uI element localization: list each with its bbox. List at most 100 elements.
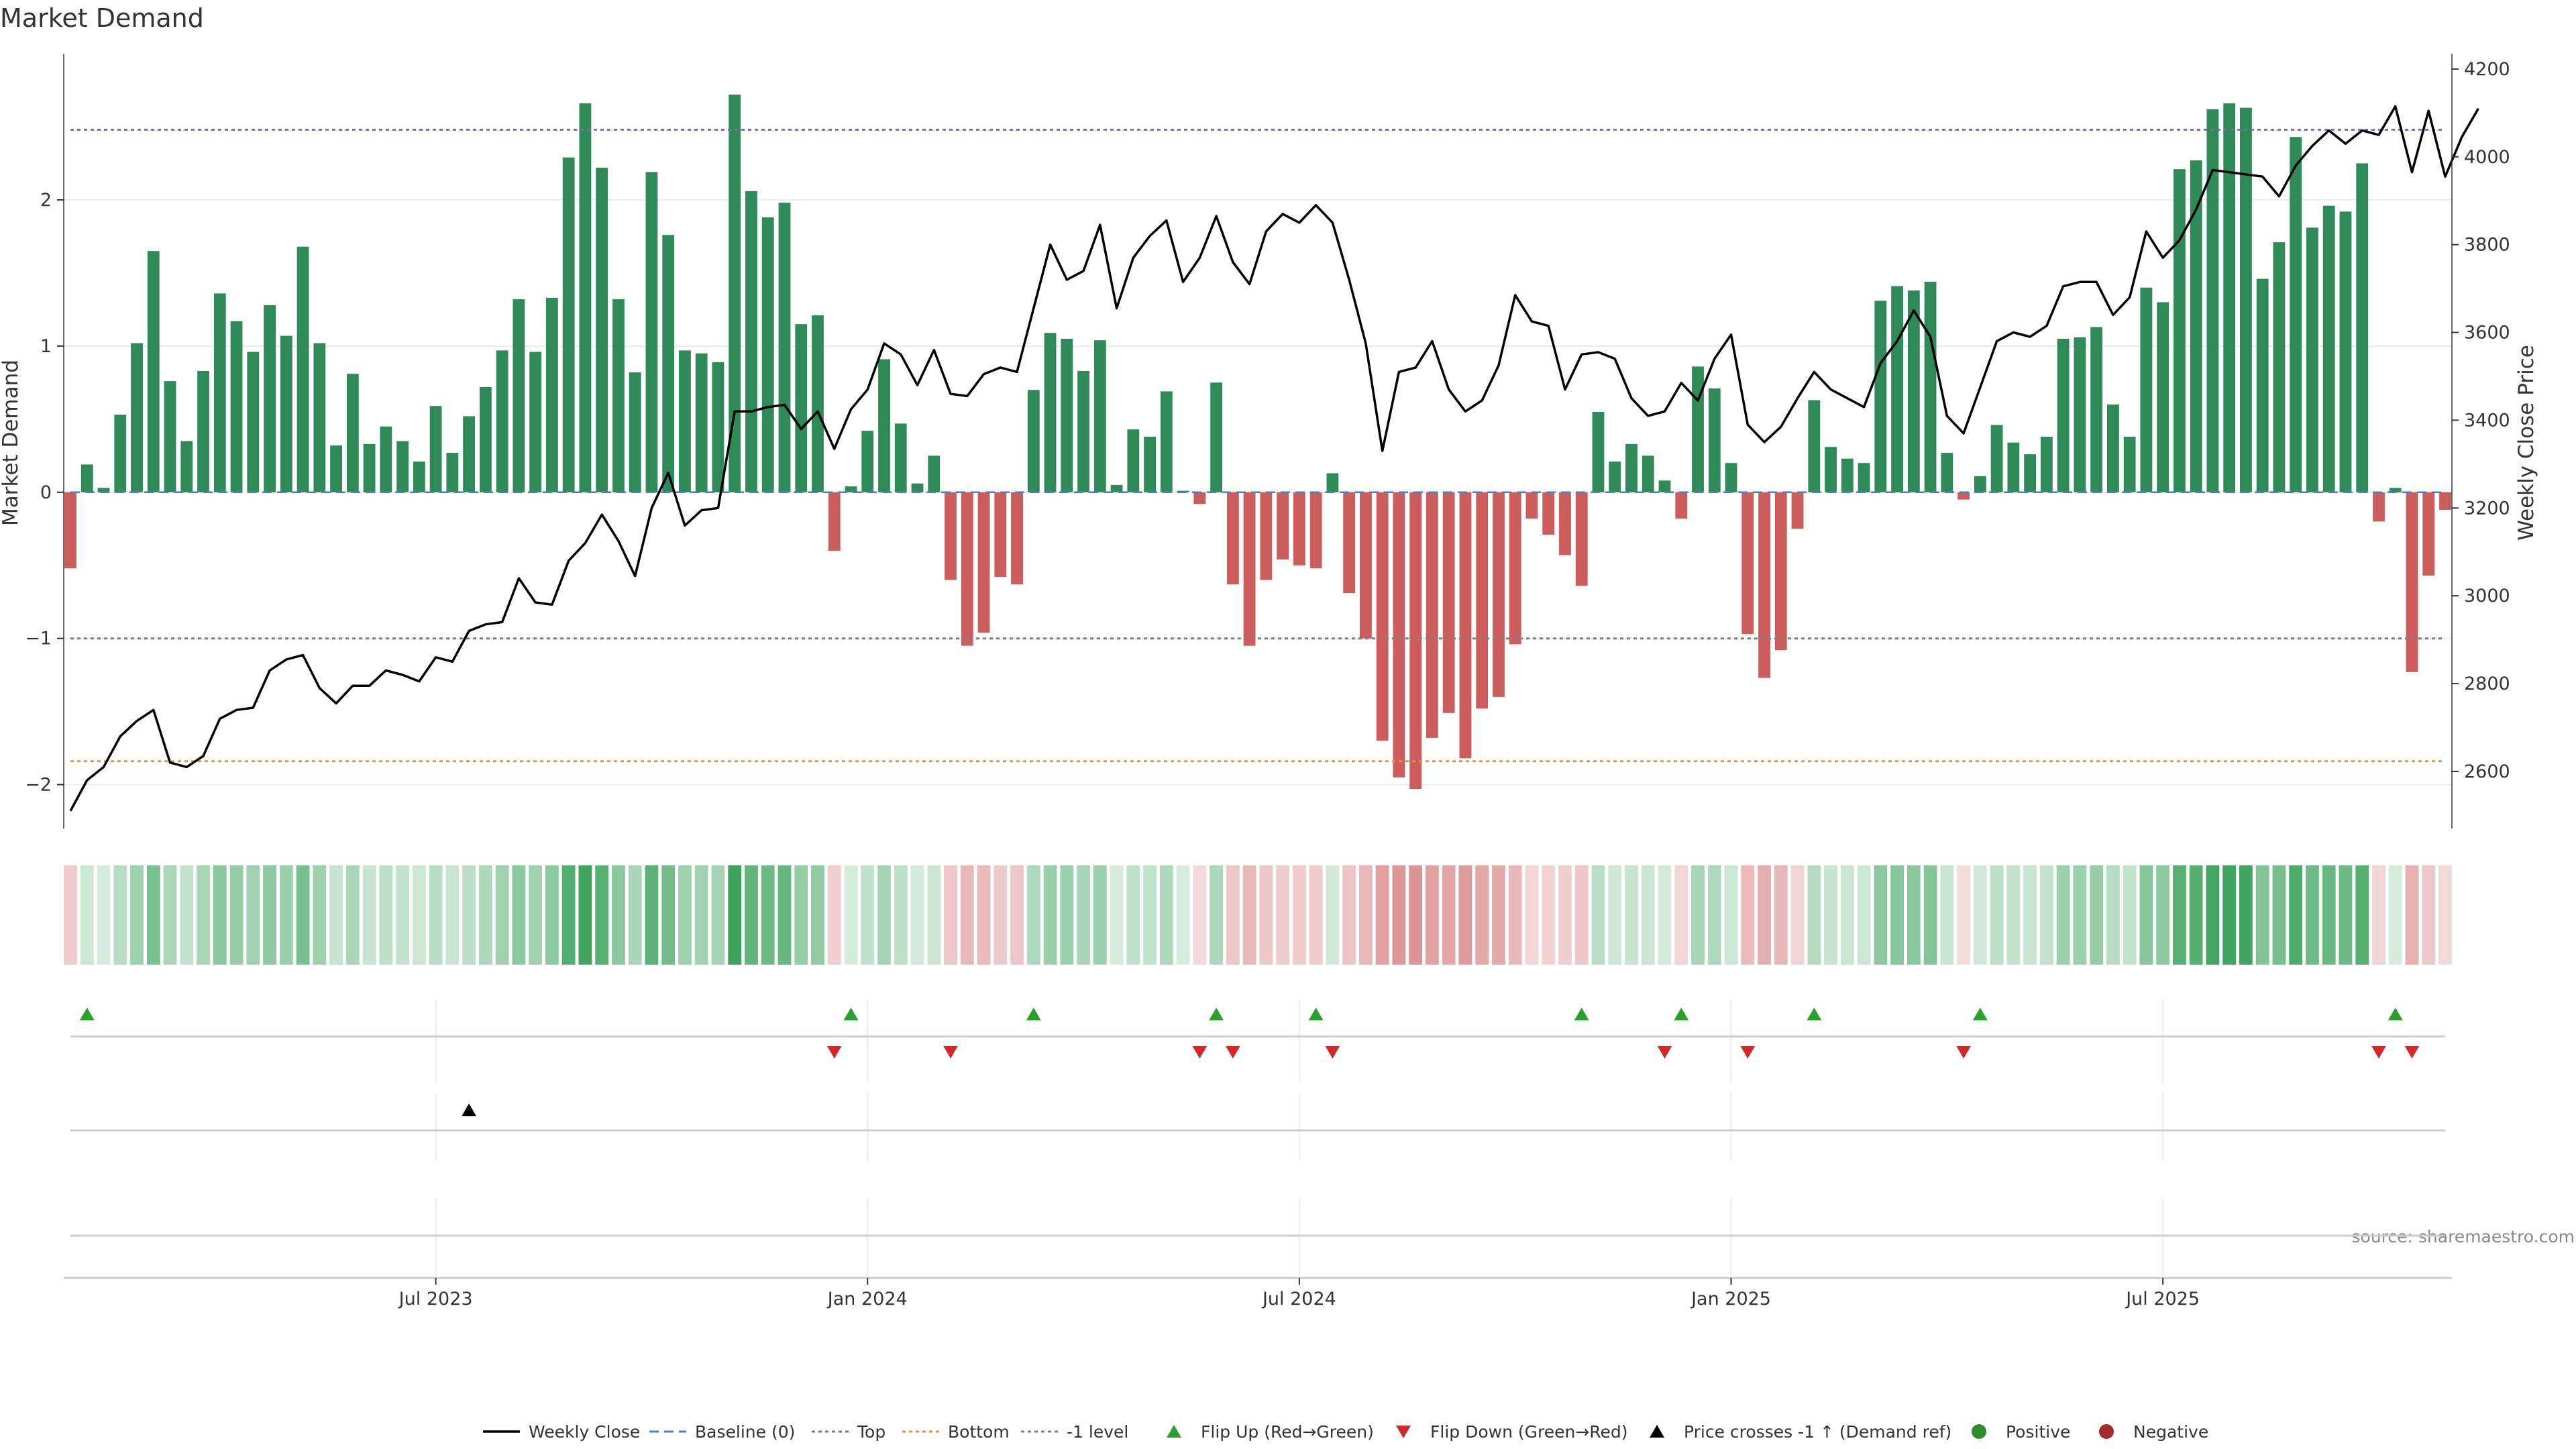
legend-label: -1 level	[1067, 1422, 1128, 1442]
demand-bar	[1609, 462, 1621, 492]
legend: Weekly Close Baseline (0) Top Bottom -1 leve…	[483, 1422, 2208, 1442]
heatmap-cell	[2156, 865, 2170, 965]
heatmap-cell	[645, 865, 659, 965]
heatmap-cell	[1375, 865, 1389, 965]
heatmap-cell	[827, 865, 841, 965]
x-tick-label: Jul 2025	[2125, 1289, 2200, 1309]
demand-bar	[1193, 492, 1206, 504]
heatmap-cell	[529, 865, 543, 965]
demand-bar	[2206, 109, 2219, 492]
demand-bar	[1326, 473, 1339, 492]
heatmap-cell	[960, 865, 974, 965]
heatmap-cell	[1276, 865, 1290, 965]
demand-bar	[346, 374, 359, 492]
heatmap-cell	[163, 865, 177, 965]
flip-down-marker	[1192, 1046, 1208, 1059]
heatmap-cell	[2139, 865, 2153, 965]
heatmap-cell	[512, 865, 526, 965]
heatmap-cell	[362, 865, 376, 965]
heatmap-strip	[64, 865, 2452, 965]
lines-layer	[69, 105, 2480, 812]
heatmap-cell	[313, 865, 327, 965]
flip-down-marker	[1325, 1046, 1340, 1059]
heatmap-cell	[64, 865, 77, 965]
demand-bar	[64, 492, 76, 569]
flip-up-marker	[1209, 1008, 1224, 1020]
heatmap-cell	[728, 865, 742, 965]
demand-bar	[662, 235, 675, 492]
heatmap-cell	[2073, 865, 2087, 965]
y2-tick-label: 2800	[2464, 674, 2510, 694]
heatmap-cell	[1259, 865, 1273, 965]
demand-bar	[1442, 492, 1455, 713]
heatmap-cell	[1110, 865, 1124, 965]
demand-bar	[1376, 492, 1389, 741]
heatmap-cell	[2405, 865, 2419, 965]
demand-bar	[413, 462, 425, 492]
heatmap-cell	[396, 865, 410, 965]
heatmap-cell	[1574, 865, 1589, 965]
demand-bar	[2140, 287, 2153, 492]
demand-bar	[1077, 370, 1089, 492]
demand-bar	[230, 321, 243, 492]
demand-bar	[180, 441, 193, 492]
heatmap-cell	[1093, 865, 1107, 965]
heatmap-cell	[97, 865, 111, 965]
demand-bar	[911, 483, 924, 492]
heatmap-cell	[877, 865, 891, 965]
demand-bar	[1675, 492, 1688, 519]
demand-bar	[2356, 163, 2369, 492]
demand-bar	[1093, 340, 1106, 492]
demand-bar	[1277, 492, 1289, 560]
heatmap-cell	[2090, 865, 2104, 965]
heatmap-cell	[1558, 865, 1572, 965]
heatmap-cell	[1591, 865, 1605, 965]
demand-bar	[1393, 492, 1405, 777]
demand-bar	[845, 486, 857, 492]
legend-label: Flip Up (Red→Green)	[1201, 1422, 1374, 1442]
heatmap-cell	[2306, 865, 2319, 965]
legend-label: Top	[857, 1422, 885, 1442]
demand-bar	[247, 352, 260, 492]
legend-item: Weekly Close	[483, 1422, 640, 1442]
heatmap-cell	[1193, 865, 1207, 965]
y-tick-label: 0	[40, 482, 52, 503]
y2-tick-label: 3800	[2464, 235, 2510, 256]
demand-bar	[695, 353, 708, 492]
heatmap-cell	[861, 865, 875, 965]
heatmap-cell	[545, 865, 559, 965]
heatmap-cell	[1508, 865, 1522, 965]
heatmap-cell	[927, 865, 941, 965]
heatmap-cell	[80, 865, 94, 965]
demand-bar	[928, 455, 941, 492]
demand-bar	[894, 423, 907, 492]
demand-bar	[1293, 492, 1305, 566]
legend-swatch	[1650, 1425, 1664, 1438]
demand-bar	[1542, 492, 1555, 535]
y-tick-label: 2	[40, 190, 52, 211]
legend-swatch	[1167, 1425, 1181, 1438]
heatmap-cell	[1674, 865, 1688, 965]
heatmap-cell	[2339, 865, 2353, 965]
demand-bar	[1874, 301, 1887, 492]
legend-item: Negative	[2099, 1422, 2208, 1442]
heatmap-cell	[2239, 865, 2253, 965]
demand-bar	[1309, 492, 1322, 569]
heatmap-cell	[329, 865, 343, 965]
heatmap-cell	[263, 865, 276, 965]
demand-bar	[2273, 242, 2286, 492]
heatmap-cell	[1658, 865, 1672, 965]
demand-bar	[645, 172, 658, 492]
heatmap-cell	[429, 865, 443, 965]
demand-bar	[2090, 327, 2103, 492]
heatmap-cell	[811, 865, 824, 965]
heatmap-cell	[1923, 865, 1937, 965]
flip-up-marker	[1574, 1008, 1589, 1020]
demand-bar	[1774, 492, 1787, 651]
demand-bar	[97, 488, 110, 492]
heatmap-cell	[894, 865, 908, 965]
demand-bar	[529, 352, 542, 492]
demand-bar	[1907, 290, 1920, 492]
demand-bar	[629, 372, 641, 492]
